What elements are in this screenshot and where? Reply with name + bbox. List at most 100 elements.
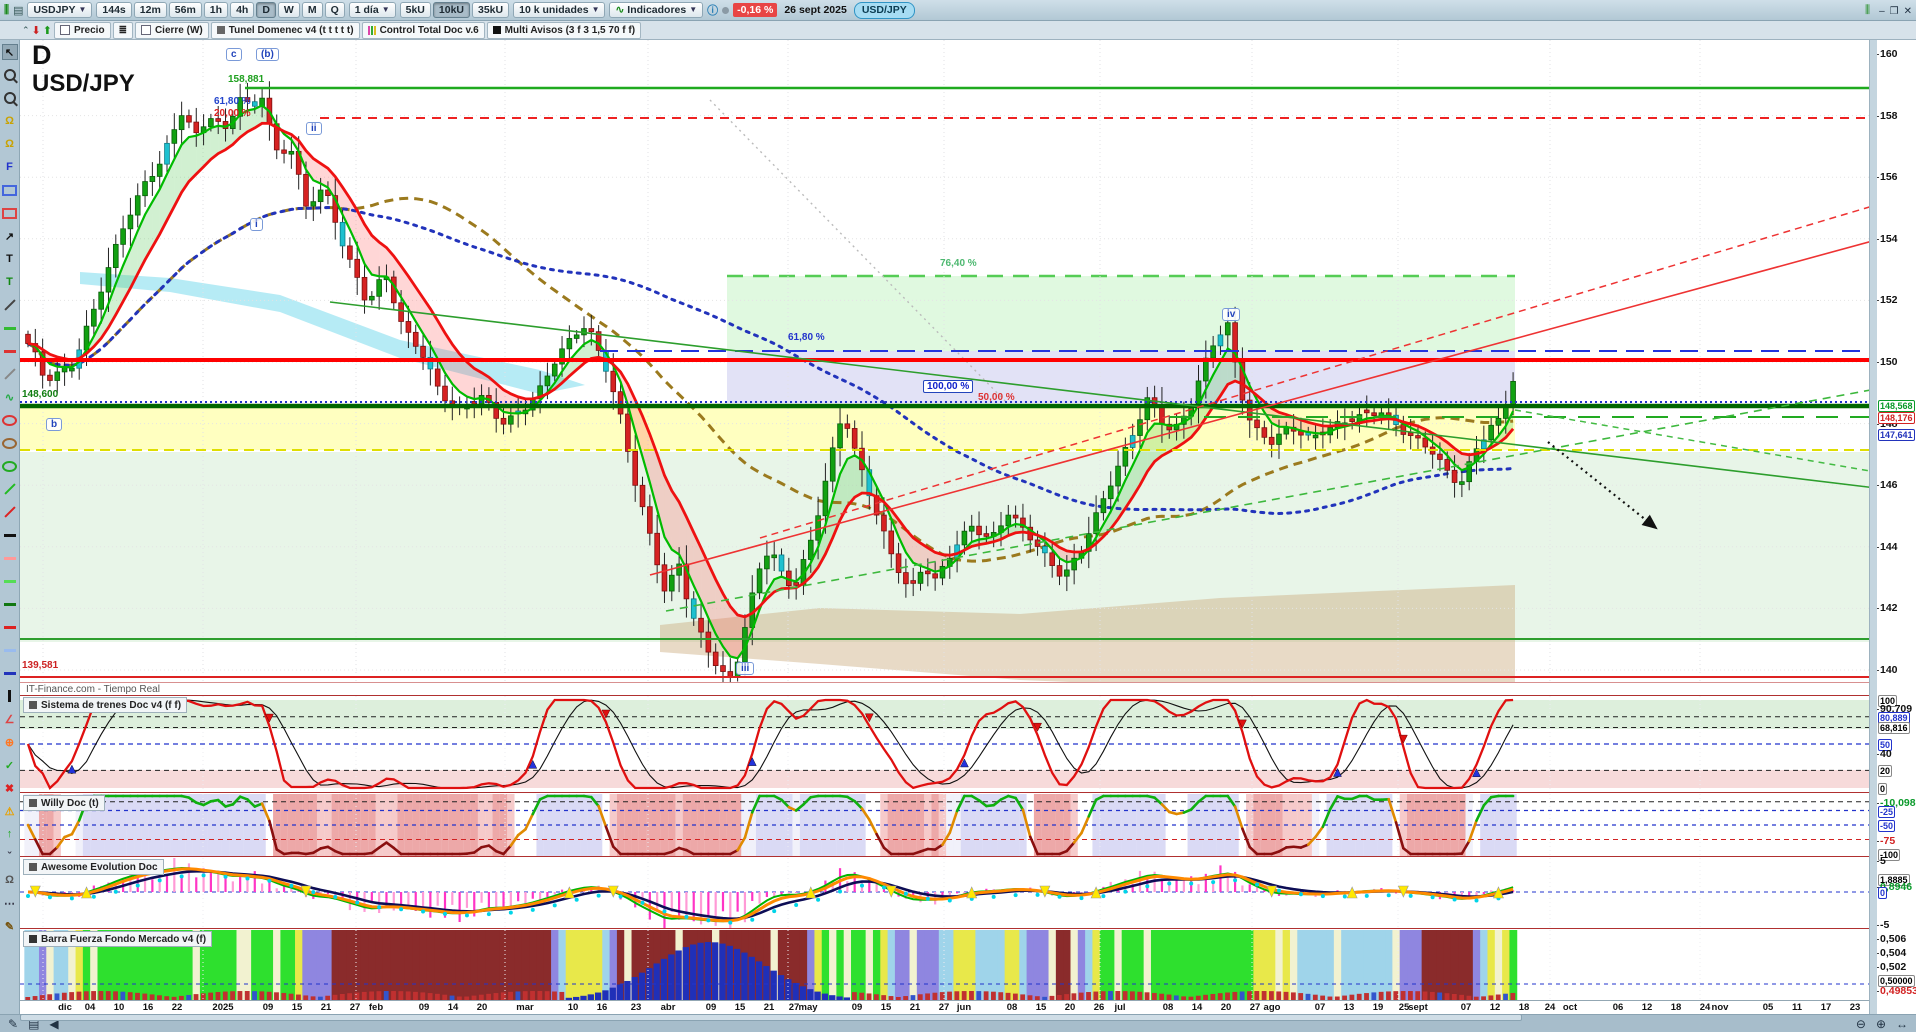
indicator-panel-sistema-de-trenes[interactable]: Sistema de trenes Doc v4 (f f) <box>20 696 1876 793</box>
hline-darkblue-tool[interactable] <box>2 665 18 681</box>
segment-tool[interactable] <box>2 297 18 313</box>
new-chart-icon[interactable]: ⫼ <box>1865 3 1871 16</box>
info-icon[interactable]: ⓘ <box>707 5 719 17</box>
indicator-panel-awesome-evolution[interactable]: Awesome Evolution Doc <box>20 858 1876 929</box>
unit-button-35ku[interactable]: 35kU <box>472 2 510 18</box>
hline-green-tool[interactable] <box>2 320 18 336</box>
elliott-wave-label[interactable]: ii <box>306 122 322 135</box>
trendline-red-tool[interactable] <box>2 504 18 520</box>
hline-lightblue-tool[interactable] <box>2 642 18 658</box>
chart-type-icon[interactable]: ⫼ <box>4 3 10 16</box>
vline-tool[interactable] <box>2 688 18 704</box>
indicator-panel-willy-doc[interactable]: Willy Doc (t) <box>20 794 1876 857</box>
collapse-tools[interactable]: ˇ <box>7 851 12 863</box>
panel-header[interactable]: Sistema de trenes Doc v4 (f f) <box>23 697 188 713</box>
elliott-wave-label[interactable]: i <box>250 218 263 231</box>
panel-header[interactable]: Willy Doc (t) <box>23 795 105 811</box>
symbol-pill[interactable]: USD/JPY <box>853 1 915 19</box>
overlay-chip-0[interactable]: Precio <box>53 21 111 39</box>
elliott-wave-label[interactable]: (b) <box>256 48 279 61</box>
unit-button-5ku[interactable]: 5kU <box>399 2 431 18</box>
pan-icon[interactable]: ↔ <box>1896 1016 1908 1031</box>
timeframe-button-q[interactable]: Q <box>324 2 345 18</box>
overlay-chip-3[interactable]: Tunel Domenec v4 (t t t t t) <box>210 21 360 39</box>
checkbox-icon[interactable] <box>59 25 70 35</box>
ellipse-green-tool[interactable] <box>2 458 18 474</box>
timeframe-button-1h[interactable]: 1h <box>203 2 229 18</box>
hline-darkgreen-tool[interactable] <box>2 596 18 612</box>
hline-red2-tool[interactable] <box>2 619 18 635</box>
timeframe-button-m[interactable]: M <box>301 2 323 18</box>
hline-black-tool[interactable] <box>2 527 18 543</box>
trendline-green-tool[interactable] <box>2 481 18 497</box>
zoom-area-tool[interactable] <box>2 90 18 106</box>
minimize-icon[interactable]: – <box>1879 6 1885 17</box>
hline-lightgreen-tool[interactable] <box>2 573 18 589</box>
sell-arrow-icon[interactable]: ⬇ <box>31 24 41 37</box>
hline-pink-tool[interactable] <box>2 550 18 566</box>
overlay-chip-2[interactable]: Cierre (W) <box>134 21 209 39</box>
timeframe-button-4h[interactable]: 4h <box>230 2 255 18</box>
trend-arrow-tool[interactable]: ↗ <box>4 230 15 243</box>
draw-pencil-tool[interactable]: ✎ <box>4 920 15 933</box>
elliott-wave-label[interactable]: iv <box>1222 308 1241 321</box>
text-tool[interactable]: T <box>6 253 13 265</box>
zoom-in-icon[interactable]: ⊕ <box>1875 1016 1886 1031</box>
warning-tool[interactable]: ⚠ <box>4 805 15 818</box>
ellipse-red-tool[interactable] <box>2 412 18 428</box>
layers-icon[interactable]: ▤ <box>28 1016 40 1031</box>
price-axis[interactable]: 160158156154152150148146144142140148,568… <box>1875 40 1916 1014</box>
overlay-chip-5[interactable]: Multi Avisos (3 f 3 1,5 70 f f) <box>486 21 642 39</box>
vertical-scrollbar[interactable] <box>1869 40 1877 1014</box>
price-chart[interactable]: D USD/JPY 158,881 61,80 % 20,00 % 76,40 % 61… <box>20 40 1876 682</box>
overlay-chip-1[interactable]: ≣ <box>112 21 133 39</box>
workspace-icon[interactable]: ▤ <box>13 4 24 17</box>
hline-red-tool[interactable] <box>2 343 18 359</box>
panel-header[interactable]: Awesome Evolution Doc <box>23 859 164 875</box>
timeframe-button-w[interactable]: W <box>277 2 300 18</box>
elliott-wave-label[interactable]: iii <box>736 662 755 675</box>
alert-badge-tool[interactable]: Ω <box>5 874 14 886</box>
overlay-chip-4[interactable]: Control Total Doc v.6 <box>361 21 485 39</box>
draw-icon[interactable]: ✎ <box>8 1016 19 1031</box>
date-axis[interactable]: dic 04 10 16 22 2025 09 15 21 27 feb 09 14 20 mar 10 16 2… <box>20 1000 1876 1015</box>
alarm-cursor-tool[interactable]: Ω <box>5 115 14 127</box>
checkbox-icon[interactable] <box>140 25 151 35</box>
period-dropdown[interactable]: 1 día ▼ <box>348 2 396 18</box>
symbol-selector[interactable]: USDJPY ▼ <box>27 2 93 18</box>
alarm-tool[interactable]: Ω <box>5 138 14 150</box>
timeframe-button-12m[interactable]: 12m <box>133 2 167 18</box>
wave-tool[interactable]: ∿ <box>4 391 15 404</box>
indicators-dropdown[interactable]: ∿ Indicadores ▼ <box>609 2 704 18</box>
ellipse-brown-tool[interactable] <box>2 435 18 451</box>
timeframe-button-d[interactable]: D <box>256 2 276 18</box>
target-tool[interactable]: ⊕ <box>4 736 15 749</box>
restore-icon[interactable]: ❐ <box>1889 6 1899 17</box>
rectangle-red-tool[interactable] <box>2 205 18 221</box>
fibonacci-tool[interactable]: F <box>6 161 13 173</box>
zoom-out-icon[interactable]: ⊖ <box>1855 1016 1866 1031</box>
arrow-up-tool[interactable]: ↑ <box>6 828 13 840</box>
unit-button-10ku[interactable]: 10kU <box>432 2 470 18</box>
delete-x-tool[interactable]: ✖ <box>4 782 15 795</box>
timeframe-button-144s[interactable]: 144s <box>96 2 132 18</box>
elliott-wave-label[interactable]: b <box>46 418 63 431</box>
list-icon[interactable]: ≣ <box>118 24 127 36</box>
zoom-tool[interactable] <box>2 67 18 83</box>
rectangle-blue-tool[interactable] <box>2 182 18 198</box>
more-tools-dots[interactable]: ⋯ <box>4 897 15 910</box>
ruler-tool[interactable] <box>2 366 18 382</box>
timeframe-button-56m[interactable]: 56m <box>168 2 202 18</box>
angle-tool[interactable]: ∠ <box>4 713 15 726</box>
callout-tool[interactable]: T <box>6 276 13 288</box>
elliott-wave-label[interactable]: c <box>226 48 242 61</box>
indicator-panel-barra-fuerza[interactable]: Barra Fuerza Fondo Mercado v4 (f) <box>20 930 1876 1001</box>
check-tool[interactable]: ✓ <box>4 759 15 772</box>
pointer-tool[interactable]: ↖ <box>1 44 18 60</box>
collapse-toolbar-icon[interactable]: ⌃ <box>22 24 30 35</box>
horizontal-scrollbar-thumb[interactable] <box>20 1014 1522 1021</box>
buy-arrow-icon[interactable]: ⬆ <box>42 24 52 37</box>
collapse-left-icon[interactable]: ◀ <box>49 1016 59 1031</box>
panel-header[interactable]: Barra Fuerza Fondo Mercado v4 (f) <box>23 931 213 947</box>
close-icon[interactable]: ✕ <box>1903 6 1912 17</box>
